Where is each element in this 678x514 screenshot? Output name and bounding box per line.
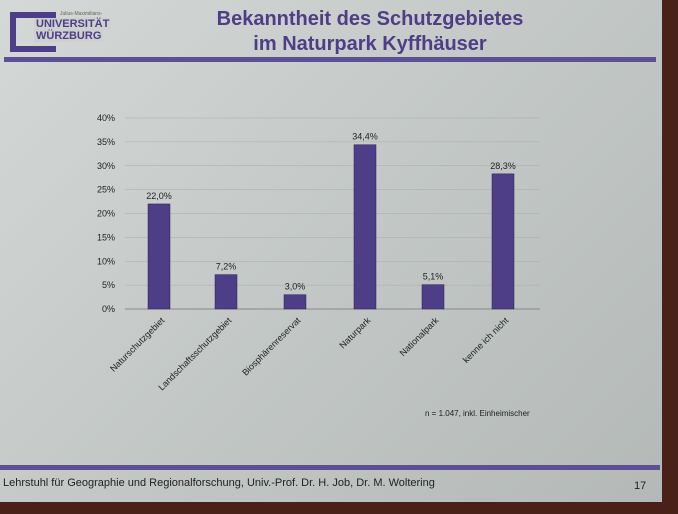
- slide: Julius-Maximilians- UNIVERSITÄT WÜRZBURG…: [0, 0, 662, 502]
- bar: [283, 294, 307, 310]
- x-tick-label: Naturschutzgebiet: [108, 315, 167, 374]
- logo-line2: WÜRZBURG: [34, 30, 104, 42]
- y-tick-label: 15%: [97, 232, 115, 242]
- bar: [147, 203, 171, 310]
- bar: [491, 173, 515, 310]
- x-tick-label: Landschaftsschutzgebiet: [156, 315, 233, 392]
- y-tick-label: 20%: [97, 209, 115, 219]
- university-logo: [10, 12, 56, 52]
- y-tick-label: 10%: [97, 256, 115, 266]
- bar: [353, 144, 377, 310]
- page-number: 17: [634, 480, 647, 492]
- data-label: 7,2%: [216, 262, 237, 272]
- title-line1: Bekanntheit des Schutzgebietes: [216, 8, 524, 30]
- header-divider: [4, 57, 656, 62]
- data-label: 28,3%: [490, 161, 516, 171]
- logo-line1: UNIVERSITÄT: [34, 18, 112, 30]
- bar: [214, 274, 238, 310]
- y-tick-label: 25%: [97, 185, 115, 195]
- x-tick-label: kenne ich nicht: [461, 315, 511, 365]
- data-label: 34,4%: [352, 132, 378, 142]
- data-label: 3,0%: [285, 282, 306, 292]
- y-tick-label: 5%: [102, 280, 115, 290]
- x-tick-label: Naturpark: [337, 315, 372, 350]
- x-tick-label: Biosphärenreservat: [240, 315, 303, 378]
- data-label: 5,1%: [423, 272, 444, 282]
- y-tick-label: 30%: [97, 161, 115, 171]
- y-tick-label: 35%: [97, 137, 115, 147]
- bar: [421, 284, 445, 310]
- chart-note: n = 1.047, inkl. Einheimischer: [425, 409, 530, 418]
- data-label: 22,0%: [146, 191, 172, 201]
- title-line2: im Naturpark Kyffhäuser: [253, 33, 487, 55]
- x-tick-label: Nationalpark: [398, 315, 441, 358]
- footer-divider: [0, 465, 660, 470]
- logo-small-text: Julius-Maximilians-: [60, 11, 103, 17]
- footer-text: Lehrstuhl für Geographie und Regionalfor…: [3, 477, 435, 489]
- y-tick-label: 0%: [102, 304, 115, 314]
- y-tick-label: 40%: [97, 113, 115, 123]
